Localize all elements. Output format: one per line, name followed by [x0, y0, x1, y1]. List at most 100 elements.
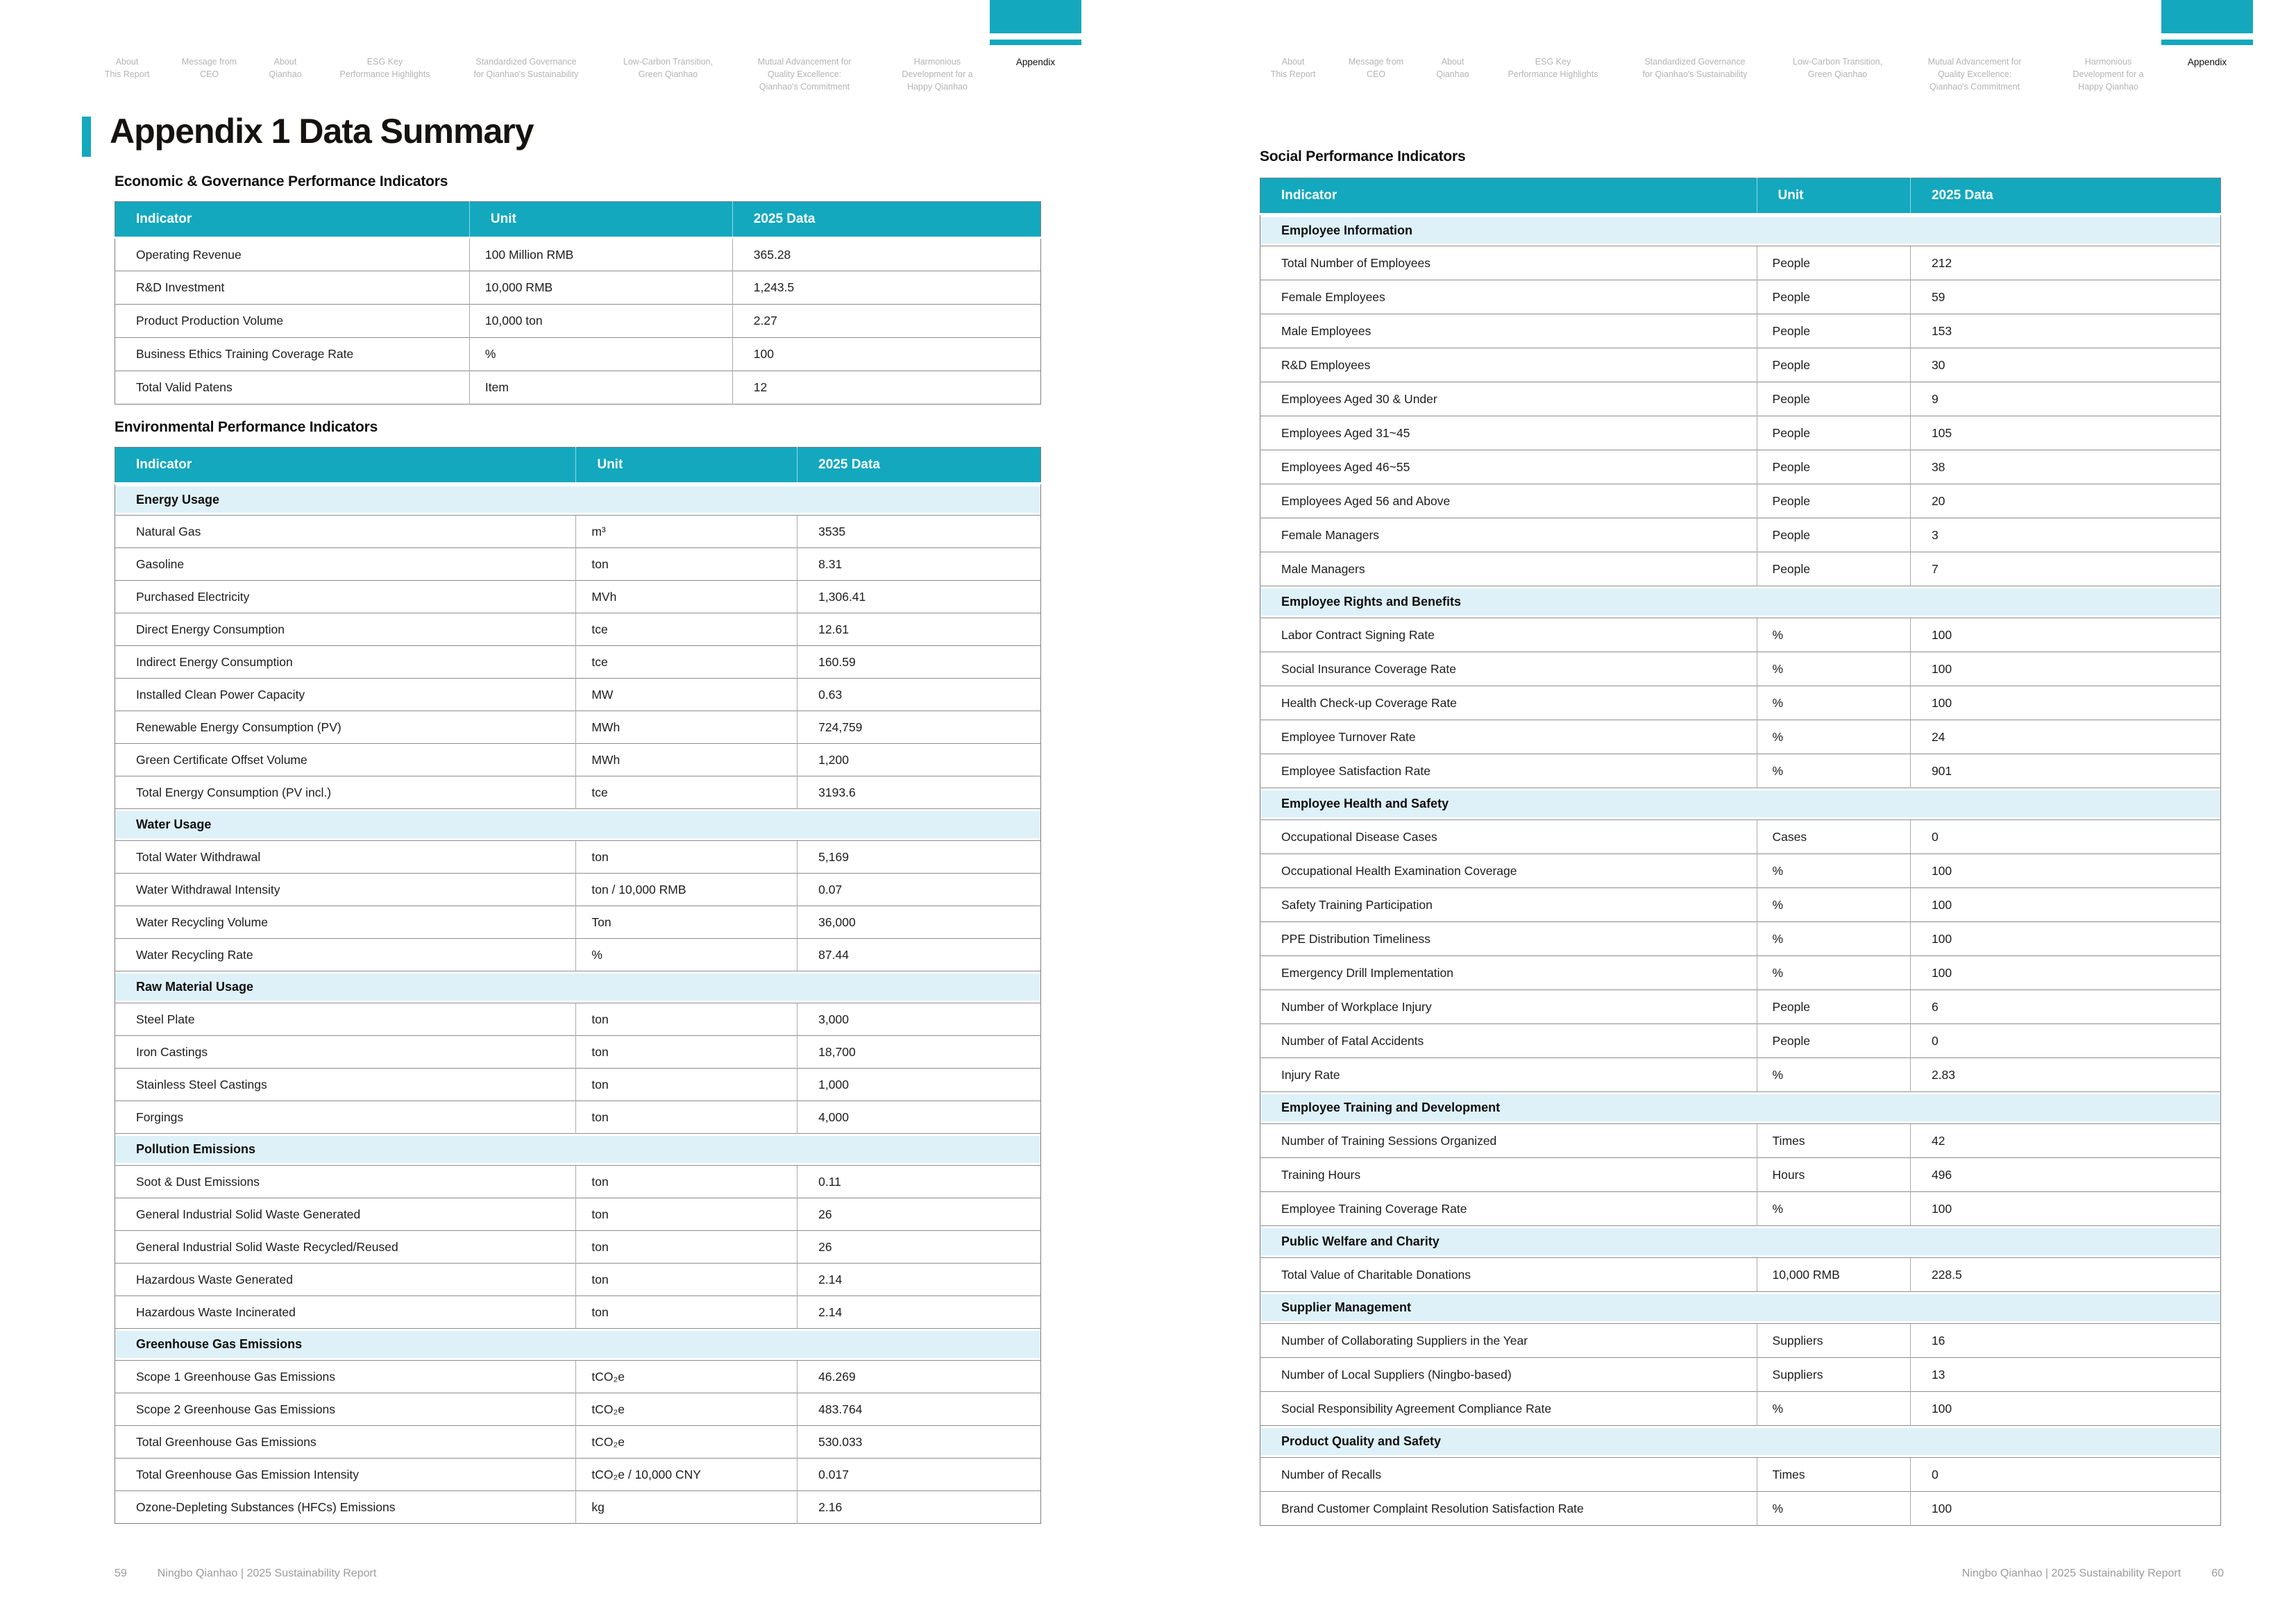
value-cell: 105: [1909, 416, 2221, 450]
unit-cell: ton: [575, 1230, 797, 1264]
unit-cell: %: [1756, 652, 1911, 686]
indicator-cell: Emergency Drill Implementation: [1260, 955, 1757, 990]
table-row: General Industrial Solid Waste Recycled/…: [115, 1230, 1041, 1264]
page-left: About This Report Message from CEO About Q…: [82, 0, 1081, 1579]
unit-cell: People: [1756, 450, 1911, 484]
value-cell: 46.269: [797, 1360, 1041, 1393]
indicator-cell: Social Insurance Coverage Rate: [1260, 652, 1757, 686]
indicator-cell: Brand Customer Complaint Resolution Sati…: [1260, 1491, 1757, 1526]
table-row: Ozone-Depleting Substances (HFCs) Emissi…: [115, 1490, 1041, 1524]
value-cell: 0: [1909, 1457, 2221, 1492]
nav-item-label: About This Report: [104, 57, 150, 80]
unit-cell: tce: [575, 613, 797, 646]
unit-cell: ton: [575, 1295, 797, 1329]
unit-cell: %: [1756, 1491, 1911, 1526]
table-row: Brand Customer Complaint Resolution Sati…: [1260, 1491, 2221, 1526]
table-row: Total Energy Consumption (PV incl.) tce 31…: [115, 776, 1041, 809]
top-nav: About This Report Message from CEO About Q…: [89, 0, 1081, 93]
table-row: Gasoline ton 8.31: [115, 547, 1041, 581]
unit-cell: %: [575, 938, 797, 971]
table-row: Hazardous Waste Generated ton 2.14: [115, 1263, 1041, 1296]
nav-item-about-this-report[interactable]: About This Report: [89, 0, 165, 80]
table-row: Occupational Health Examination Coverage…: [1260, 853, 2221, 888]
section-row-raw-material-usage: Raw Material Usage: [115, 971, 1041, 1003]
indicator-cell: Product Production Volume: [115, 304, 470, 338]
nav-item-appendix[interactable]: Appendix: [2161, 0, 2253, 69]
unit-cell: People: [1756, 348, 1911, 382]
unit-cell: %: [1756, 921, 1911, 956]
table-row: Water Withdrawal Intensity ton / 10,000 R…: [115, 873, 1041, 906]
nav-item-about-this-report[interactable]: About This Report: [1255, 0, 1331, 80]
nav-item-esg-key-performance-highlights[interactable]: ESG Key Performance Highlights: [1491, 0, 1616, 80]
value-cell: 38: [1909, 450, 2221, 484]
nav-item-mutual-advancement-for-quality-e[interactable]: Mutual Advancement for Quality Excellenc…: [1907, 0, 2043, 93]
table-row: Steel Plate ton 3,000: [115, 1003, 1041, 1036]
table-row: Business Ethics Training Coverage Rate% 1…: [115, 337, 1041, 371]
unit-cell: m³: [575, 515, 797, 548]
table-row: Occupational Disease Cases Cases 0: [1260, 819, 2221, 854]
unit-cell: %: [1756, 618, 1911, 652]
nav-item-esg-key-performance-highlights[interactable]: ESG Key Performance Highlights: [323, 0, 448, 80]
unit-cell: 10,000 RMB: [1756, 1257, 1911, 1292]
value-cell: 0.11: [797, 1165, 1041, 1198]
column-header-unit: Unit: [1756, 178, 1911, 215]
value-cell: 100: [1909, 853, 2221, 888]
table-row: Number of Training Sessions Organized Tim…: [1260, 1123, 2221, 1158]
value-cell: 0.63: [797, 678, 1041, 711]
unit-cell: ton: [575, 1263, 797, 1296]
indicator-cell: Total Number of Employees: [1260, 246, 1757, 280]
unit-cell: kg: [575, 1490, 797, 1524]
nav-item-standardized-governance-for-qian[interactable]: Standardized Governance for Qianhao's Su…: [1621, 0, 1769, 80]
unit-cell: %: [1756, 1191, 1911, 1226]
value-cell: 2.14: [797, 1263, 1041, 1296]
nav-item-harmonious-development-for-a-hap[interactable]: Harmonious Development for a Happy Qianh…: [2049, 0, 2168, 93]
nav-item-about-qianhao[interactable]: About Qianhao: [253, 0, 317, 80]
value-cell: 2.16: [797, 1490, 1041, 1524]
value-cell: 0: [1909, 1023, 2221, 1058]
nav-item-standardized-governance-for-qian[interactable]: Standardized Governance for Qianhao's Su…: [453, 0, 600, 80]
indicator-cell: Scope 2 Greenhouse Gas Emissions: [115, 1393, 576, 1426]
value-cell: 160.59: [797, 645, 1041, 679]
table-row: Employee Training Coverage Rate% 100: [1260, 1191, 2221, 1226]
table-row: Total Number of Employees People 212: [1260, 246, 2221, 280]
page-number: 60: [2211, 1567, 2224, 1579]
footer-text: Ningbo Qianhao | 2025 Sustainability Rep…: [157, 1567, 377, 1579]
nav-item-mutual-advancement-for-quality-e[interactable]: Mutual Advancement for Quality Excellenc…: [736, 0, 872, 93]
column-header-2025-data: 2025 Data: [797, 447, 1041, 484]
table-row: Male Managers People 7: [1260, 552, 2221, 586]
unit-cell: 100 Million RMB: [469, 237, 733, 271]
value-cell: 42: [1909, 1123, 2221, 1158]
nav-item-harmonious-development-for-a-hap[interactable]: Harmonious Development for a Happy Qianh…: [878, 0, 997, 93]
section-row-greenhouse-gas-emissions: Greenhouse Gas Emissions: [115, 1328, 1041, 1361]
indicator-cell: Training Hours: [1260, 1157, 1757, 1192]
nav-item-low-carbon-transition-green-qian[interactable]: Low-Carbon Transition, Green Qianhao: [605, 0, 732, 80]
value-cell: 0: [1909, 819, 2221, 854]
indicator-cell: Female Employees: [1260, 280, 1757, 314]
nav-item-about-qianhao[interactable]: About Qianhao: [1421, 0, 1485, 80]
unit-cell: People: [1756, 280, 1911, 314]
nav-item-appendix[interactable]: Appendix: [990, 0, 1081, 69]
indicator-cell: Green Certificate Offset Volume: [115, 743, 576, 776]
page-right: About This Report Message from CEO About Q…: [1148, 0, 2296, 1623]
value-cell: 1,000: [797, 1068, 1041, 1101]
indicator-cell: Employees Aged 56 and Above: [1260, 484, 1757, 518]
value-cell: 530.033: [797, 1425, 1041, 1459]
nav-item-label: About This Report: [1270, 57, 1316, 80]
indicator-cell: Number of Local Suppliers (Ningbo-based): [1260, 1357, 1757, 1392]
unit-cell: %: [1756, 955, 1911, 990]
table-row: Total Greenhouse Gas Emission Intensity t…: [115, 1458, 1041, 1491]
unit-cell: ton: [575, 1003, 797, 1036]
section-row-water-usage: Water Usage: [115, 808, 1041, 841]
section-label: Employee Training and Development: [1260, 1091, 2221, 1124]
nav-item-label: About Qianhao: [1436, 57, 1469, 80]
indicator-cell: Total Greenhouse Gas Emission Intensity: [115, 1458, 576, 1491]
nav-item-message-from-ceo[interactable]: Message from CEO: [171, 0, 248, 80]
table-row: Total Value of Charitable Donations 10,00…: [1260, 1257, 2221, 1292]
nav-item-message-from-ceo[interactable]: Message from CEO: [1337, 0, 1415, 80]
value-cell: 100: [1909, 1491, 2221, 1526]
value-cell: 901: [1909, 754, 2221, 788]
environmental-table: Indicator Unit 2025 Data Energy Usage Natura…: [115, 447, 1041, 1524]
unit-cell: tce: [575, 776, 797, 809]
column-header-2025-data: 2025 Data: [732, 201, 1041, 239]
nav-item-low-carbon-transition-green-qian[interactable]: Low-Carbon Transition, Green Qianhao: [1775, 0, 1901, 80]
